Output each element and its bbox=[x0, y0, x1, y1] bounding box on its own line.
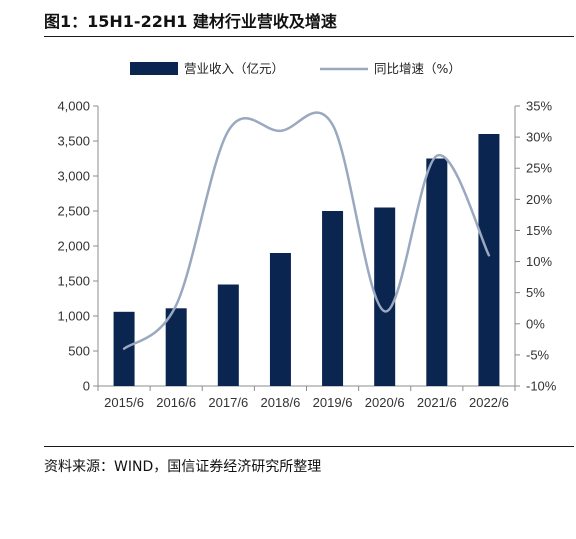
left-tick-label: 0 bbox=[83, 379, 90, 394]
figure-title: 图1：15H1-22H1 建材行业营收及增速 bbox=[44, 12, 337, 31]
left-tick-label: 2,500 bbox=[57, 204, 90, 219]
left-tick-label: 4,000 bbox=[57, 99, 90, 114]
legend-bar-label: 营业收入（亿元） bbox=[184, 61, 284, 76]
right-tick-label: 10% bbox=[526, 254, 552, 269]
legend-line-label: 同比增速（%） bbox=[374, 61, 461, 76]
x-tick-label: 2021/6 bbox=[417, 395, 457, 410]
source-rule bbox=[44, 446, 574, 447]
left-tick-label: 500 bbox=[68, 344, 90, 359]
bar-series bbox=[113, 134, 500, 386]
right-tick-label: 0% bbox=[526, 316, 545, 331]
left-tick-label: 1,000 bbox=[57, 309, 90, 324]
left-tick-label: 3,500 bbox=[57, 134, 90, 149]
right-tick-label: 35% bbox=[526, 99, 552, 114]
legend: 营业收入（亿元） 同比增速（%） bbox=[130, 61, 461, 76]
bar bbox=[165, 308, 187, 386]
x-tick-label: 2017/6 bbox=[208, 395, 248, 410]
x-tick-label: 2020/6 bbox=[365, 395, 405, 410]
source-note: 资料来源：WIND，国信证券经济研究所整理 bbox=[44, 459, 322, 475]
x-tick-label: 2015/6 bbox=[104, 395, 144, 410]
right-tick-label: 30% bbox=[526, 130, 552, 145]
right-tick-label: -10% bbox=[526, 379, 557, 394]
line-series bbox=[122, 111, 491, 350]
axes bbox=[93, 105, 520, 391]
tick-labels: 0 500 1,000 1,500 2,000 2,500 3,000 3,500 4,000 -… bbox=[57, 99, 556, 411]
bar bbox=[322, 211, 344, 386]
x-tick-label: 2022/6 bbox=[469, 395, 509, 410]
right-tick-label: 25% bbox=[526, 161, 552, 176]
left-tick-label: 2,000 bbox=[57, 239, 90, 254]
legend-bar-swatch bbox=[130, 62, 178, 75]
right-tick-label: 5% bbox=[526, 285, 545, 300]
left-tick-label: 3,000 bbox=[57, 169, 90, 184]
left-tick-label: 1,500 bbox=[57, 274, 90, 289]
x-tick-label: 2019/6 bbox=[313, 395, 353, 410]
x-tick-label: 2018/6 bbox=[261, 395, 301, 410]
bar bbox=[374, 207, 396, 386]
right-tick-label: -5% bbox=[526, 347, 550, 362]
bar bbox=[426, 158, 448, 386]
x-tick-label: 2016/6 bbox=[156, 395, 196, 410]
growth-line bbox=[122, 111, 491, 350]
right-tick-label: 20% bbox=[526, 192, 552, 207]
bar bbox=[217, 284, 239, 386]
title-rule bbox=[44, 36, 574, 37]
right-tick-label: 15% bbox=[526, 223, 552, 238]
bar bbox=[478, 134, 500, 386]
bar bbox=[269, 253, 291, 386]
